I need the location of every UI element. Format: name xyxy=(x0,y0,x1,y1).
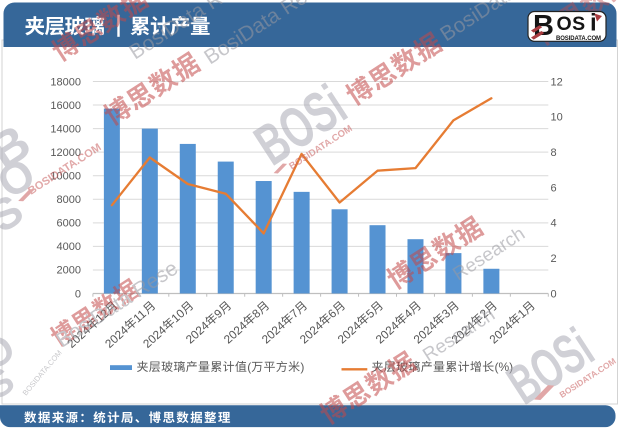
svg-text:0: 0 xyxy=(75,288,81,300)
svg-text:6000: 6000 xyxy=(57,218,81,230)
svg-text:18000: 18000 xyxy=(50,76,81,88)
svg-text:6: 6 xyxy=(551,182,557,194)
svg-text:(: ( xyxy=(247,360,251,374)
svg-text:10000: 10000 xyxy=(50,171,81,183)
svg-text:2: 2 xyxy=(551,253,557,265)
svg-text:8: 8 xyxy=(551,147,557,159)
svg-text:OS: OS xyxy=(557,13,586,35)
svg-text:0: 0 xyxy=(551,288,557,300)
svg-text:(%): (%) xyxy=(495,360,514,374)
svg-text:8000: 8000 xyxy=(57,194,81,206)
svg-text:16000: 16000 xyxy=(50,100,81,112)
svg-text:10: 10 xyxy=(551,112,563,124)
svg-text:12000: 12000 xyxy=(50,147,81,159)
svg-text:i: i xyxy=(590,10,597,37)
svg-text:BOSIDATA.COM: BOSIDATA.COM xyxy=(556,36,601,42)
svg-text:4: 4 xyxy=(551,218,557,230)
svg-text:12: 12 xyxy=(551,76,563,88)
svg-text:): ) xyxy=(300,360,304,374)
svg-text:2000: 2000 xyxy=(57,265,81,277)
svg-text:4000: 4000 xyxy=(57,241,81,253)
svg-text:14000: 14000 xyxy=(50,123,81,135)
